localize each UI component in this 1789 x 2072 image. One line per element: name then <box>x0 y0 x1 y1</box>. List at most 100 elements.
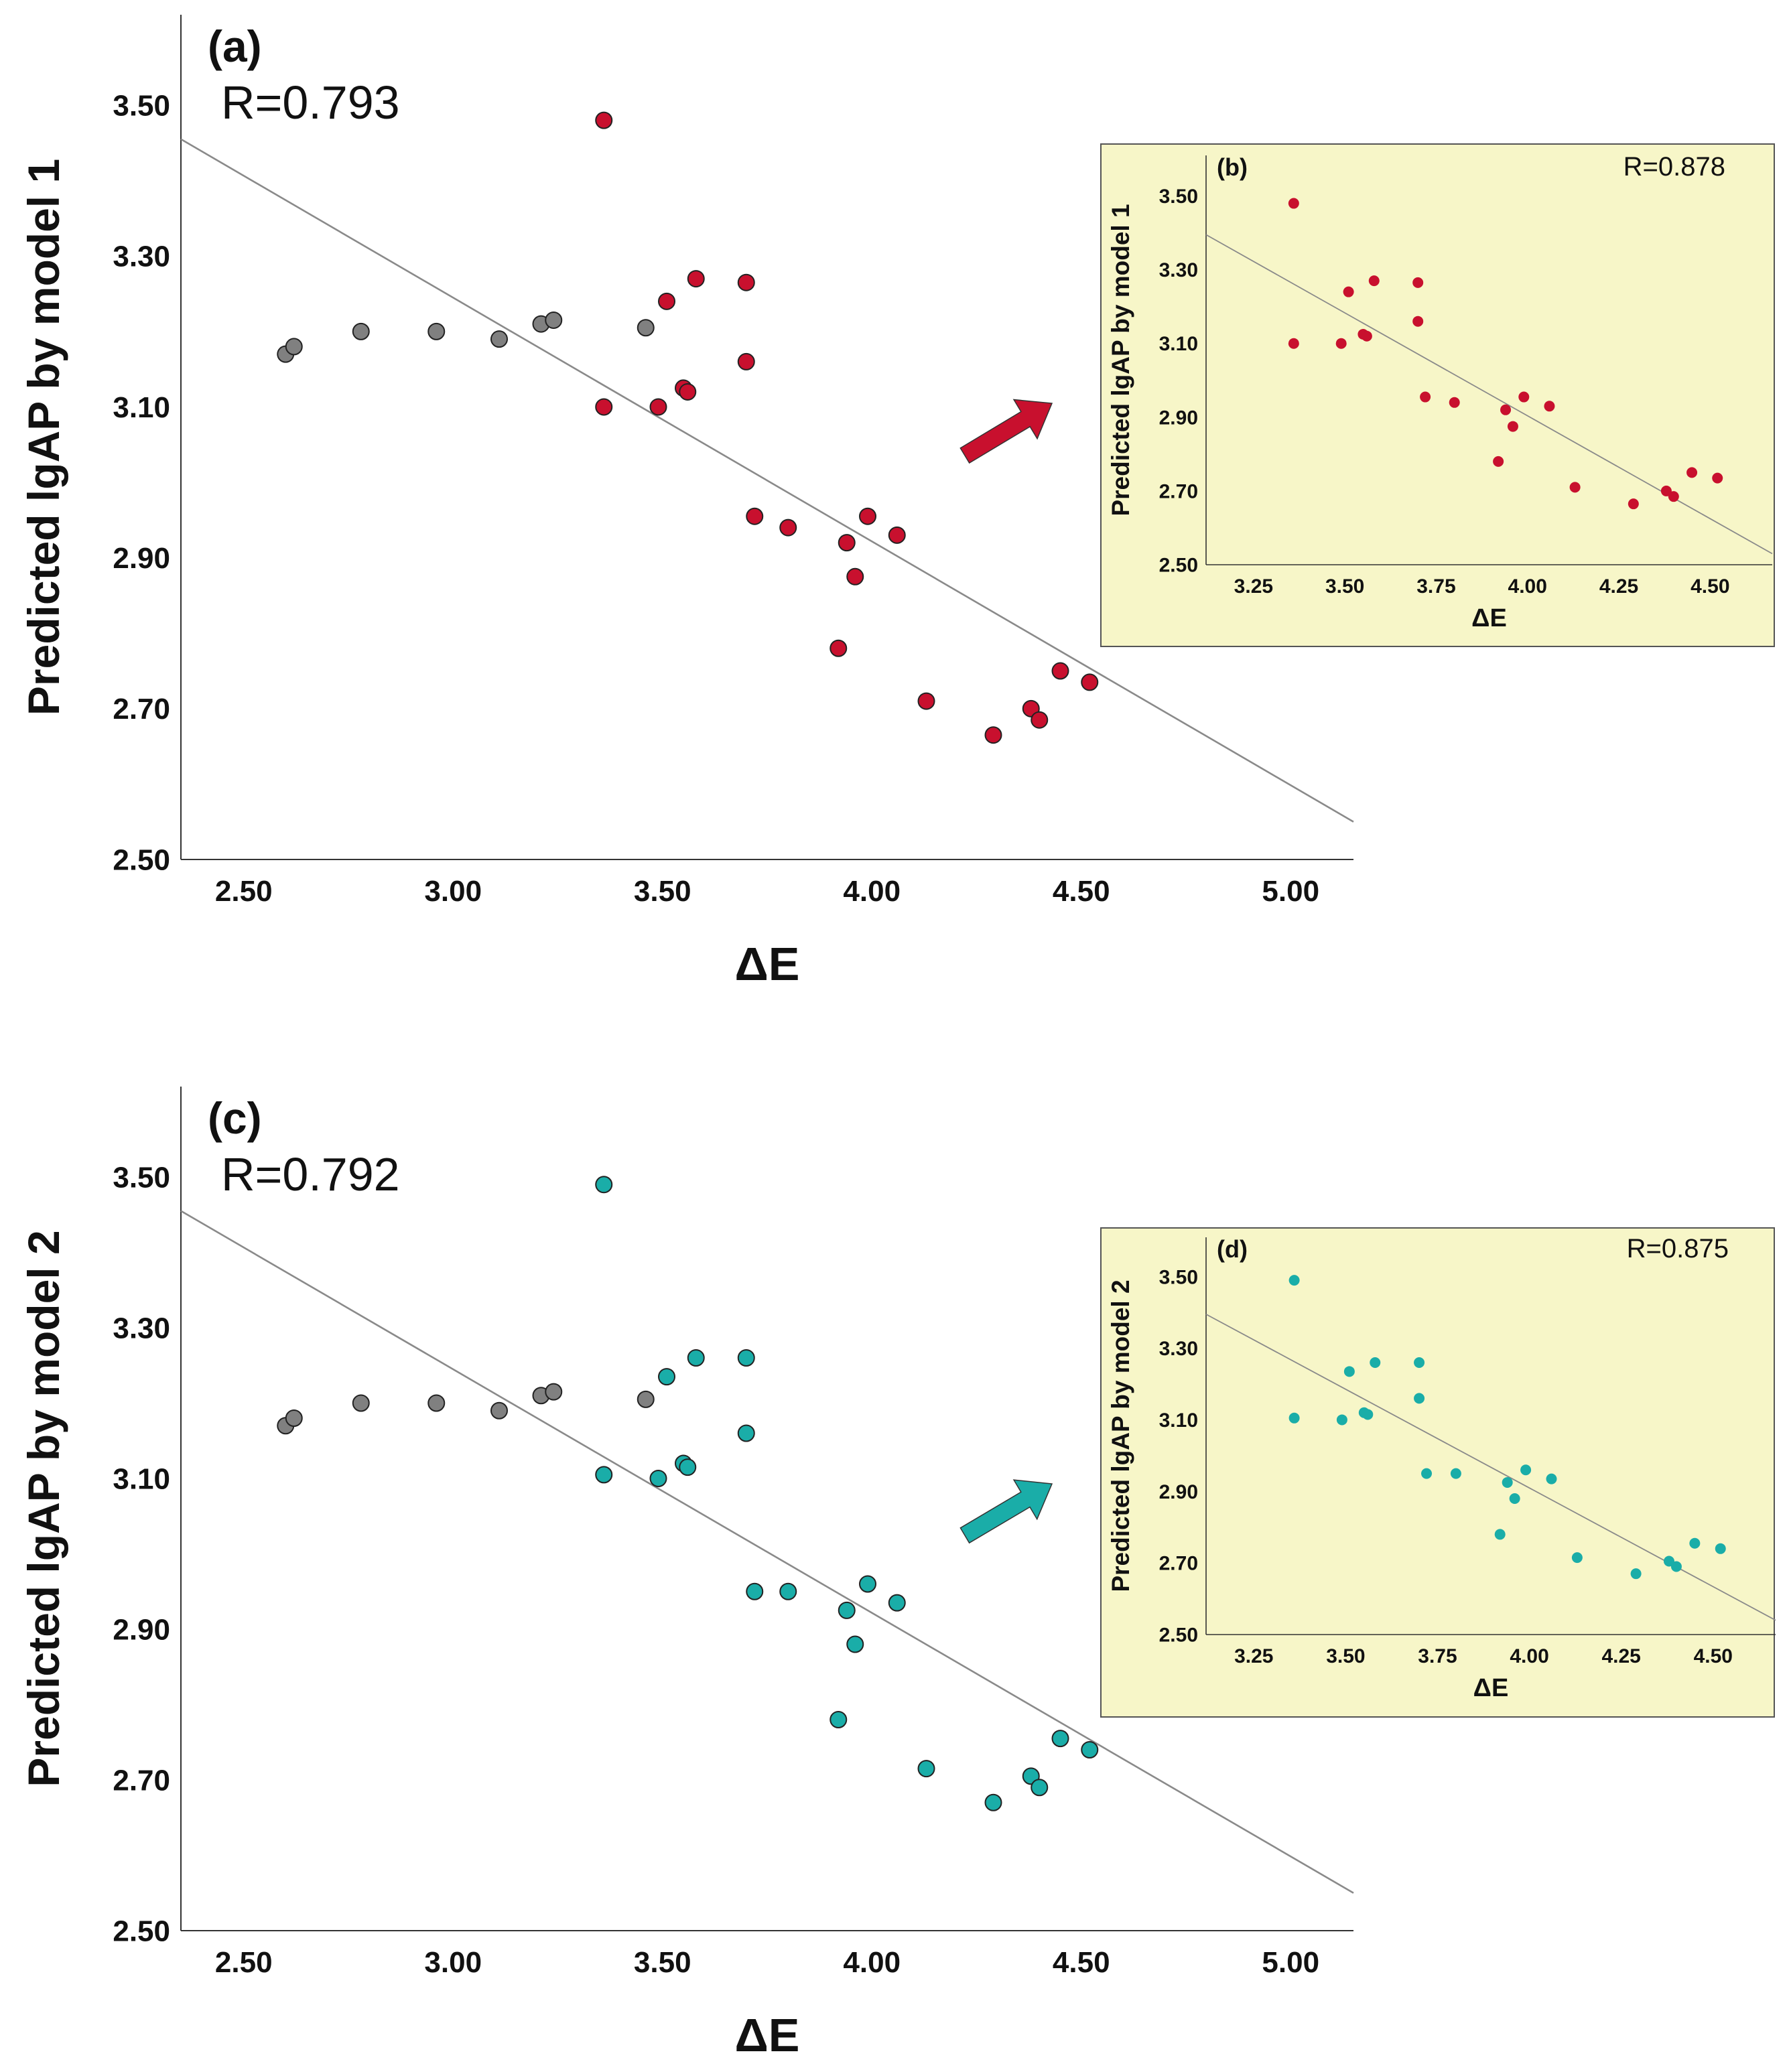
data-point-fitted <box>1051 1730 1069 1748</box>
data-point-fitted <box>1412 316 1424 327</box>
data-point-fitted <box>1494 1529 1506 1540</box>
r-annotation: R=0.792 <box>221 1148 400 1200</box>
y-axis-title: Predicted lgAP by model 2 <box>1107 1280 1134 1592</box>
data-point-fitted <box>1361 330 1372 342</box>
x-axis-title: ΔE <box>1473 1674 1509 1702</box>
y-tick-label: 2.70 <box>113 693 170 726</box>
data-point-fitted <box>1031 1779 1049 1797</box>
data-point-fitted <box>1288 1412 1300 1424</box>
data-point-fitted <box>595 1466 613 1484</box>
data-point-fitted <box>1712 472 1723 484</box>
y-tick-label: 2.90 <box>113 542 170 575</box>
data-point-fitted <box>1544 401 1555 412</box>
y-tick-label: 3.50 <box>113 1161 170 1194</box>
zoom-arrow-c-to-d <box>959 1479 1053 1544</box>
data-point-excluded <box>427 322 446 340</box>
data-point-fitted <box>649 398 667 416</box>
panel-d: 2.50 2.70 2.90 3.10 3.30 3.50 3.25 3.50 3.75 4.00… <box>1100 1227 1776 1718</box>
data-point-fitted <box>888 1594 906 1612</box>
y-axis-title: Predicted lgAP by model 2 <box>19 1230 68 1787</box>
data-point-fitted <box>679 383 697 401</box>
y-tick-label: 3.10 <box>113 1462 170 1495</box>
data-point-excluded <box>545 1383 563 1401</box>
x-tick-label: 2.50 <box>215 875 273 908</box>
data-point-fitted <box>1509 1493 1520 1504</box>
data-point-fitted <box>1502 1476 1513 1488</box>
data-point-fitted <box>1420 391 1431 403</box>
data-point-fitted <box>1546 1473 1557 1484</box>
x-tick-label: 3.00 <box>424 875 482 908</box>
data-point-fitted <box>888 526 906 544</box>
y-tick-label: 3.30 <box>113 240 170 273</box>
data-point-fitted <box>1715 1543 1726 1554</box>
y-tick-label: 3.50 <box>1159 186 1198 208</box>
data-point-fitted <box>1343 1366 1355 1377</box>
data-point-fitted <box>1450 1468 1461 1479</box>
data-point-fitted <box>1051 662 1069 680</box>
data-point-excluded <box>490 330 508 348</box>
x-tick-label: 3.00 <box>424 1946 482 1979</box>
data-point-fitted <box>595 111 613 129</box>
data-point-fitted <box>687 1349 705 1367</box>
r-annotation: R=0.878 <box>1624 152 1725 182</box>
x-tick-label: 4.50 <box>1053 1946 1110 1979</box>
x-tick-label: 4.50 <box>1694 1645 1733 1667</box>
y-tick-label: 2.90 <box>1159 407 1198 429</box>
data-point-fitted <box>746 507 764 525</box>
data-point-fitted <box>1630 1568 1642 1580</box>
data-point-fitted <box>830 1711 848 1728</box>
data-point-fitted <box>1518 391 1530 403</box>
y-tick-label: 3.50 <box>113 90 170 123</box>
x-tick-label: 3.75 <box>1416 575 1455 598</box>
panel-c: 2.50 2.70 2.90 3.10 3.30 3.50 2.50 3.00 3.50 4.00… <box>19 1087 1354 2061</box>
panel-label: (b) <box>1217 153 1248 181</box>
y-tick-label: 2.50 <box>1159 555 1198 577</box>
x-tick-label: 4.50 <box>1691 575 1729 598</box>
data-point-fitted <box>779 1582 797 1600</box>
data-point-fitted <box>687 270 705 288</box>
data-point-fitted <box>1449 397 1460 408</box>
y-tick-label: 2.50 <box>1159 1625 1198 1647</box>
data-point-fitted <box>1414 1357 1425 1368</box>
data-point-fitted <box>737 273 755 291</box>
data-point-fitted <box>1081 673 1099 691</box>
data-point-excluded <box>637 319 655 337</box>
data-point-fitted <box>917 1760 935 1778</box>
data-point-excluded <box>427 1394 446 1412</box>
data-point-fitted <box>1081 1741 1099 1758</box>
data-point-fitted <box>838 1601 856 1619</box>
data-point-excluded <box>285 338 303 356</box>
y-tick-label: 3.30 <box>113 1312 170 1344</box>
data-point-fitted <box>859 1575 876 1593</box>
x-tick-label: 4.00 <box>843 1946 901 1979</box>
data-point-excluded <box>637 1390 655 1408</box>
y-tick-label: 2.50 <box>113 843 170 876</box>
data-point-fitted <box>679 1458 697 1476</box>
x-tick-label: 3.50 <box>1326 1645 1365 1667</box>
data-point-fitted <box>658 1368 675 1386</box>
x-tick-label: 4.00 <box>1508 575 1547 598</box>
y-axis-title: Predicted lgAP by model 1 <box>1107 204 1134 516</box>
data-point-excluded <box>352 322 370 340</box>
inset-background <box>1100 143 1775 647</box>
data-point-fitted <box>1368 275 1380 287</box>
data-point-fitted <box>1336 1414 1347 1426</box>
data-point-fitted <box>838 534 856 552</box>
data-point-fitted <box>1569 482 1581 493</box>
data-point-fitted <box>859 507 876 525</box>
data-point-fitted <box>1660 485 1672 496</box>
y-axis-title: Predicted lgAP by model 1 <box>19 159 68 715</box>
data-point-fitted <box>1412 277 1424 288</box>
data-point-fitted <box>846 567 864 585</box>
x-tick-label: 3.25 <box>1234 575 1273 598</box>
data-point-fitted <box>779 519 797 537</box>
data-point-fitted <box>1571 1552 1583 1564</box>
data-point-fitted <box>1520 1464 1532 1476</box>
y-tick-label: 2.90 <box>1159 1481 1198 1503</box>
data-point-fitted <box>658 292 675 310</box>
x-tick-label: 3.25 <box>1234 1645 1273 1667</box>
data-point-fitted <box>1288 1275 1300 1286</box>
data-point-fitted <box>746 1582 764 1600</box>
regression-line <box>180 138 1354 823</box>
